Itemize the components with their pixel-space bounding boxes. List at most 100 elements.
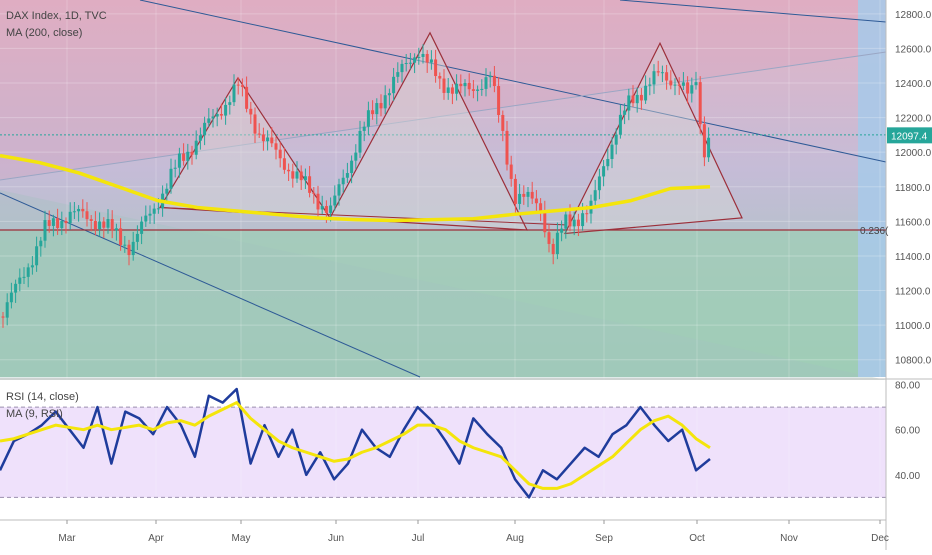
candle-body	[404, 63, 408, 65]
rsi-title[interactable]: RSI (14, close)	[6, 391, 79, 403]
ma200-legend[interactable]: MA (200, close)	[6, 27, 83, 39]
last-price-label: 12097.4	[891, 131, 928, 142]
rsi-tick-label: 80.00	[895, 381, 920, 392]
future-zone	[858, 0, 886, 377]
price-tick-label: 12000.0	[895, 148, 932, 159]
candle-body	[119, 228, 123, 245]
candle-body	[585, 213, 589, 215]
candle-body	[639, 94, 643, 101]
candle-body	[102, 221, 106, 228]
lower-channel-fill	[0, 190, 886, 380]
candle-body	[572, 219, 576, 227]
candle-body	[287, 169, 291, 172]
channel-line-mid	[0, 51, 887, 181]
candle-body	[106, 219, 110, 228]
candle-body	[190, 151, 194, 155]
candle-body	[266, 137, 270, 142]
candle-body	[60, 221, 64, 229]
candle-body	[114, 228, 118, 231]
candle-body	[497, 86, 501, 115]
candle-body	[551, 243, 555, 255]
candle-body	[593, 190, 597, 201]
candle-body	[471, 89, 475, 91]
candle-body	[371, 110, 375, 115]
candle-body	[291, 171, 295, 179]
price-tick-label: 12200.0	[895, 114, 932, 125]
rsi-pane	[0, 387, 711, 499]
candle-body	[648, 84, 652, 86]
candle-body	[555, 232, 559, 255]
candle-body	[602, 166, 606, 177]
candle-body	[240, 85, 244, 87]
candle-body	[39, 240, 43, 247]
candle-body	[480, 88, 484, 90]
month-label: Aug	[506, 533, 524, 544]
candle-body	[417, 56, 421, 58]
candle-body	[606, 159, 610, 167]
candle-body	[644, 85, 648, 101]
grid	[0, 255, 886, 361]
channel-line-top	[619, 0, 887, 23]
candle-body	[329, 205, 333, 213]
candle-body	[467, 82, 471, 90]
price-tick-label: 10800.0	[895, 356, 932, 367]
candle-body	[236, 84, 240, 86]
candle-body	[144, 215, 148, 222]
candle-body	[337, 184, 341, 196]
candle-body	[274, 143, 278, 150]
candle-body	[89, 219, 93, 221]
candle-body	[18, 277, 22, 284]
month-label: Mar	[58, 533, 76, 544]
rsi-ma-legend[interactable]: MA (9, RSI)	[6, 408, 63, 420]
candle-body	[492, 75, 496, 87]
head-triangle	[329, 31, 528, 231]
rsi-tick-label: 60.00	[895, 426, 920, 437]
candle-body	[127, 244, 131, 256]
candle-body	[35, 246, 39, 266]
candle-body	[690, 85, 694, 94]
candle-body	[459, 83, 463, 87]
candle-body	[702, 124, 706, 158]
candle-body	[245, 86, 249, 109]
month-label: Sep	[595, 533, 613, 544]
candle-body	[597, 176, 601, 191]
candle-body	[98, 221, 102, 230]
candle-body	[308, 176, 312, 193]
candle-body	[442, 78, 446, 93]
candle-body	[669, 80, 673, 86]
candle-body	[434, 59, 438, 77]
candle-body	[350, 160, 354, 174]
candle-body	[627, 95, 631, 111]
candle-body	[219, 114, 223, 116]
candle-body	[446, 87, 450, 93]
month-label: Oct	[689, 533, 705, 544]
candle-body	[450, 87, 454, 94]
candle-body	[501, 114, 505, 131]
chart-title[interactable]: DAX Index, 1D, TVC	[6, 10, 107, 22]
candle-body	[383, 95, 387, 109]
candle-body	[14, 283, 18, 293]
candle-body	[568, 214, 572, 227]
candle-body	[694, 82, 698, 86]
candle-body	[173, 167, 177, 169]
rsi-line	[0, 387, 711, 499]
candle-body	[140, 221, 144, 234]
candle-body	[660, 72, 664, 74]
candle-body	[224, 104, 228, 116]
candle-body	[198, 135, 202, 141]
candle-body	[177, 153, 181, 168]
candle-body	[110, 219, 114, 231]
candle-body	[165, 188, 169, 194]
candle-body	[64, 221, 68, 224]
candle-body	[543, 210, 547, 233]
candle-body	[635, 94, 639, 104]
candle-body	[673, 84, 677, 86]
month-label: Jun	[328, 533, 344, 544]
candle-body	[581, 213, 585, 227]
candle-body	[623, 110, 627, 115]
candle-body	[400, 63, 404, 73]
rsi-legend: RSI (14, close) MA (9, RSI)	[6, 389, 79, 423]
candle-body	[215, 114, 219, 117]
